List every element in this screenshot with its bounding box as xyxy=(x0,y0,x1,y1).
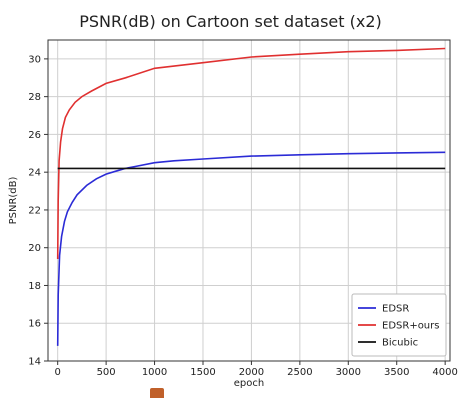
y-axis-label: PSNR(dB) xyxy=(8,176,19,224)
series-line-edsr-ours xyxy=(56,47,446,260)
y-tick-label: 22 xyxy=(28,205,41,216)
legend-box xyxy=(351,293,447,357)
x-tick-label: 3500 xyxy=(384,367,409,378)
watermark-tab xyxy=(150,388,164,398)
chart-title: PSNR(dB) on Cartoon set dataset (x2) xyxy=(79,12,382,31)
x-tick-label: 500 xyxy=(97,367,116,378)
y-tick-label: 18 xyxy=(28,281,41,292)
x-tick-label: 2500 xyxy=(287,367,312,378)
legend-label: Bicubic xyxy=(382,338,418,349)
axes-frame xyxy=(47,39,451,362)
x-tick-label: 1000 xyxy=(142,367,167,378)
y-tick-label: 30 xyxy=(28,54,41,65)
legend: EDSR EDSR+ours Bicubic xyxy=(351,293,447,357)
y-tick-label: 20 xyxy=(28,243,41,254)
legend-label: EDSR xyxy=(382,304,409,315)
series-line-edsr xyxy=(56,151,446,346)
y-tick-label: 16 xyxy=(28,319,41,330)
y-tick-labels: 14 16 18 20 22 24 26 28 30 xyxy=(28,54,48,368)
y-tick-label: 14 xyxy=(28,357,41,368)
y-tick-label: 28 xyxy=(28,92,41,103)
x-tick-label: 0 xyxy=(54,367,60,378)
y-tick-label: 24 xyxy=(28,168,41,179)
x-axis-label: epoch xyxy=(234,378,264,389)
y-tick-label: 26 xyxy=(28,130,41,141)
x-tick-label: 4000 xyxy=(432,367,457,378)
x-tick-label: 2000 xyxy=(239,367,264,378)
legend-label: EDSR+ours xyxy=(382,321,439,332)
series-layer xyxy=(56,47,446,346)
x-tick-labels: 0 500 1000 1500 2000 2500 3000 3500 4000 xyxy=(54,361,458,378)
x-tick-label: 3000 xyxy=(336,367,361,378)
x-tick-label: 1500 xyxy=(190,367,215,378)
